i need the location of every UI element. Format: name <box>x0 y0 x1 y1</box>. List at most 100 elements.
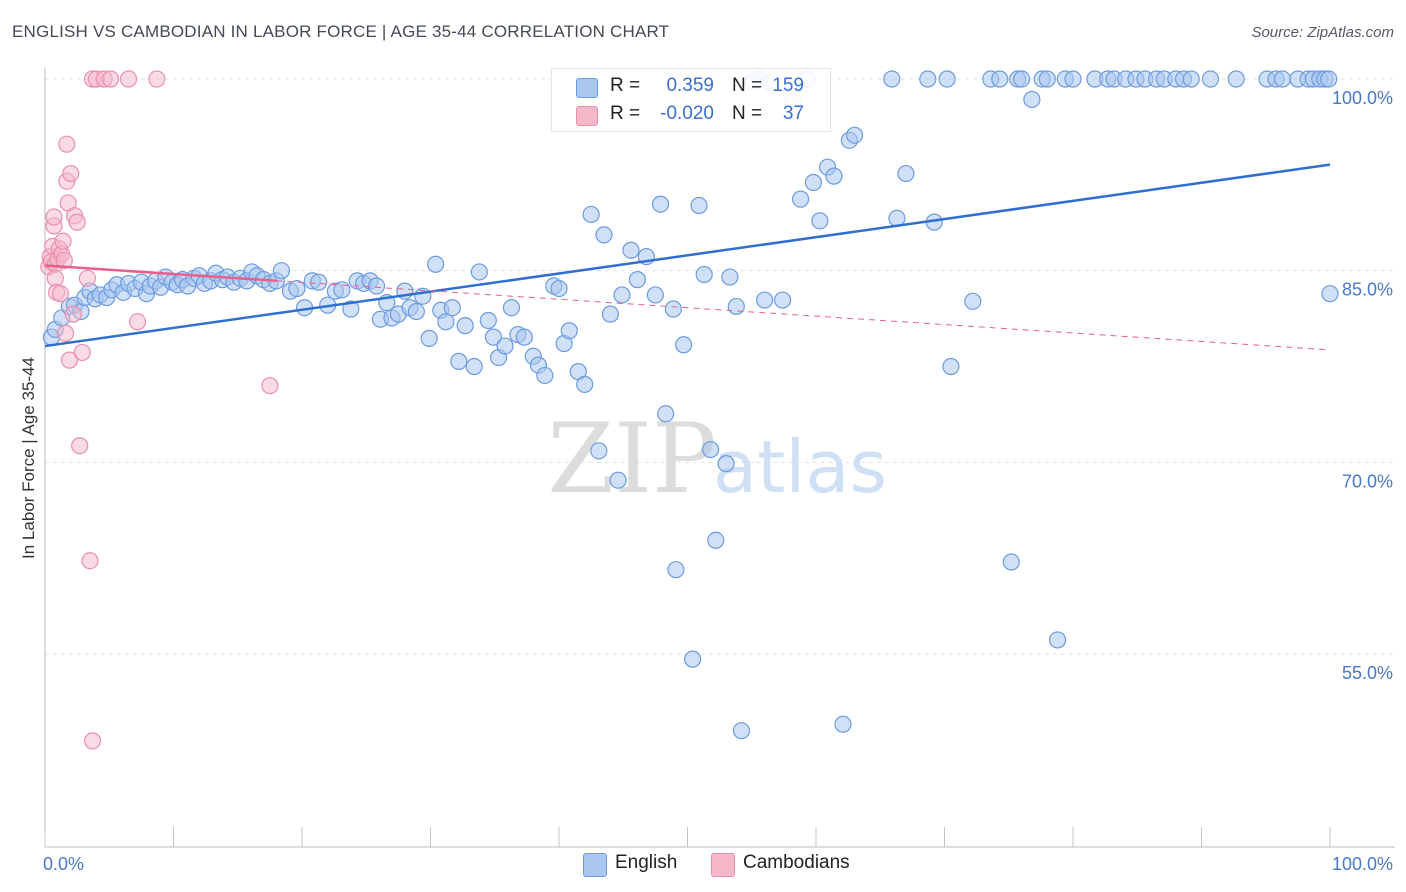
english-point <box>1048 631 1067 649</box>
english-point <box>664 300 682 318</box>
english-point <box>825 167 843 185</box>
english-trend-line <box>44 163 1331 348</box>
english-point <box>443 299 461 317</box>
legend-row-english: R = 0.359 N = 159 <box>552 73 830 101</box>
english-point <box>1321 285 1339 303</box>
cambodian-point <box>58 135 76 153</box>
english-point <box>595 226 613 244</box>
english-point <box>272 262 291 280</box>
english-point <box>515 328 533 346</box>
english-point <box>646 286 664 304</box>
english-point <box>791 190 810 208</box>
cambodian-point <box>73 343 91 362</box>
english-point <box>465 357 483 376</box>
english-point <box>702 440 720 459</box>
cambodian-point <box>55 251 73 270</box>
cambodian-point <box>81 552 99 570</box>
source-credit: Source: ZipAtlas.com <box>1251 24 1394 41</box>
legend-r-value: 0.359 <box>666 75 714 96</box>
english-point <box>964 292 982 310</box>
english-point <box>1320 70 1338 88</box>
english-point <box>560 322 578 340</box>
english-point <box>470 263 488 281</box>
cambodian-point <box>45 208 63 226</box>
english-point <box>695 265 713 284</box>
english-swatch <box>576 78 598 98</box>
cambodian-point <box>51 285 70 303</box>
cambodian-point <box>78 269 97 287</box>
legend-n-label: N = <box>732 75 763 96</box>
cambodian-point <box>119 70 138 88</box>
english-point <box>721 268 739 286</box>
english-point <box>437 313 455 331</box>
english-point <box>811 212 829 230</box>
english-point <box>590 442 608 460</box>
english-point <box>628 271 646 289</box>
english-point <box>420 329 438 347</box>
english-point <box>333 281 351 299</box>
cambodian-point <box>56 324 75 342</box>
cambodian-legend-label: Cambodians <box>743 852 850 873</box>
x-tick-labels: 0.0% 100.0% <box>43 854 1393 874</box>
legend-row-cambodian: R = -0.020 N = 37 <box>552 101 830 129</box>
english-point <box>407 302 425 321</box>
english-point <box>804 173 823 192</box>
cambodian-swatch <box>576 106 598 126</box>
english-point <box>1023 90 1041 109</box>
english-point <box>450 352 468 370</box>
y-tick-label: 55.0% <box>1342 663 1393 683</box>
cambodian-point <box>71 437 89 455</box>
english-point <box>582 205 600 224</box>
english-point <box>938 70 956 88</box>
english-point <box>755 291 774 309</box>
english-point <box>288 279 306 298</box>
english-point <box>367 277 386 295</box>
english-point <box>342 300 360 318</box>
english-point <box>1002 553 1020 571</box>
cambodian-point <box>64 305 82 323</box>
y-axis-label: In Labor Force | Age 35-44 <box>19 357 38 559</box>
english-point <box>1227 70 1245 88</box>
cambodian-point <box>68 213 86 231</box>
cambodian-trend-solid <box>44 264 277 282</box>
english-point <box>479 311 497 330</box>
watermark-atlas: atlas <box>713 425 887 509</box>
cambodian-point <box>261 377 279 395</box>
english-point <box>667 561 685 579</box>
english-point <box>1064 70 1082 88</box>
cambodian-point <box>128 313 147 331</box>
cambodian-series <box>40 70 279 750</box>
cambodian-point <box>83 732 102 750</box>
cambodian-point <box>101 70 120 88</box>
cambodian-point <box>60 351 79 369</box>
cambodian-point <box>148 70 166 88</box>
english-point <box>690 196 708 215</box>
chart-title: ENGLISH VS CAMBODIAN IN LABOR FORCE | AG… <box>12 22 670 41</box>
english-point <box>576 375 594 393</box>
english-point <box>897 164 915 183</box>
english-point <box>883 70 901 88</box>
english-point <box>834 715 852 733</box>
cambodian-point <box>62 164 80 183</box>
english-point <box>991 70 1009 88</box>
cambodian-point <box>54 232 72 250</box>
english-point <box>456 317 474 335</box>
english-point <box>732 722 751 740</box>
english-point <box>651 195 670 213</box>
english-point <box>773 291 792 309</box>
english-point <box>502 299 521 317</box>
watermark: ZIP atlas <box>547 403 887 515</box>
legend-n-value: 159 <box>772 75 804 96</box>
english-point <box>657 405 675 423</box>
y-tick-label: 70.0% <box>1342 471 1393 491</box>
english-point <box>601 305 620 323</box>
cambodian-legend-swatch <box>711 853 735 877</box>
english-point <box>707 531 725 549</box>
english-point <box>310 273 328 291</box>
trend-lines <box>44 163 1331 351</box>
english-point <box>550 279 568 298</box>
legend-r-value: -0.020 <box>660 103 714 124</box>
y-tick-labels: 55.0% 70.0% 85.0% 100.0% <box>1332 88 1393 683</box>
english-point <box>1012 70 1031 88</box>
